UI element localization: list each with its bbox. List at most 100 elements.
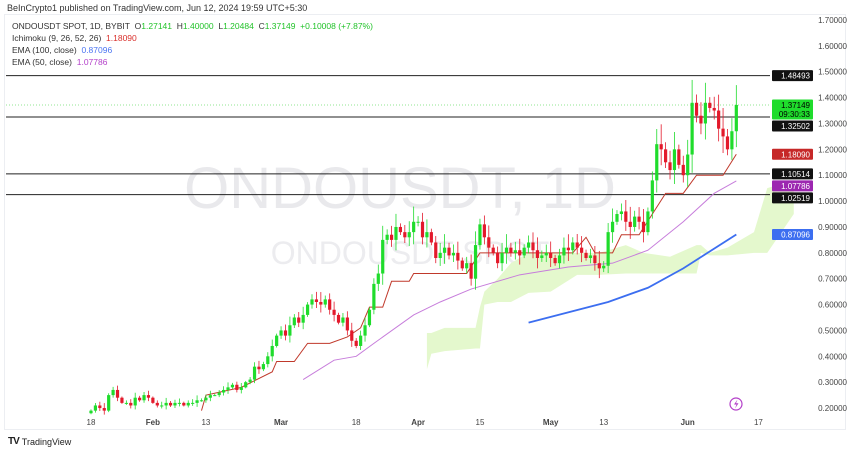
candle-body (615, 214, 619, 222)
candle (694, 94, 699, 123)
candle-body (717, 110, 721, 129)
brand-label: TradingView (21, 436, 72, 447)
candle (434, 236, 438, 264)
candle (182, 401, 186, 407)
price-label: 1.48493 (772, 70, 813, 82)
candle-body (283, 330, 288, 336)
candle-body (672, 149, 677, 171)
candle (177, 398, 181, 407)
candle (734, 85, 738, 148)
price-label-text: 0.87096 (781, 230, 810, 239)
candle (566, 234, 570, 261)
candle-body (487, 237, 491, 248)
candles (89, 79, 738, 415)
price-axis: 1.70000 1.60000 1.50000 1.40000 1.30000 1.200… (818, 16, 847, 413)
candle (451, 244, 456, 263)
legend-ema100[interactable]: EMA (100, close) 0.87096 (12, 45, 113, 55)
candle-body (155, 402, 159, 406)
candle-body (217, 392, 221, 396)
candle-body (482, 224, 486, 238)
candle-body (641, 221, 646, 233)
candle-body (412, 221, 416, 233)
candle (120, 396, 124, 404)
y-tick-label: 0.80000 (818, 249, 847, 258)
candle (597, 250, 601, 279)
candle-body (416, 221, 420, 223)
candle-body (160, 405, 164, 407)
candle-body (244, 382, 248, 388)
candle-body (721, 128, 725, 137)
candle-body (336, 314, 341, 323)
candle-body (465, 263, 469, 269)
candle-body (624, 211, 628, 222)
ema100-line (528, 233, 737, 324)
candle-body (425, 232, 429, 238)
candle-body (518, 250, 522, 256)
candle (239, 383, 243, 394)
candle (637, 207, 641, 230)
candle-body (469, 263, 473, 279)
candle-body (460, 260, 464, 269)
high-value: 1.40000 (182, 21, 214, 31)
candle-body (403, 232, 407, 238)
candle (730, 118, 734, 160)
watermark-main: ONDOUSDT, 1D (184, 156, 616, 221)
candle-body (694, 102, 699, 116)
countdown-text: 09:30:33 (779, 110, 811, 119)
candle (252, 362, 257, 384)
price-label: 1.32502 (772, 120, 813, 132)
candle-body (553, 258, 557, 264)
legend-ichimoku[interactable]: Ichimoku (9, 26, 52, 26) 1.18090 (12, 33, 137, 43)
candle (703, 82, 707, 140)
candle-body (376, 273, 380, 284)
candle-body (451, 252, 456, 256)
candle (195, 395, 199, 407)
candle-body (580, 247, 584, 253)
candle-body (398, 226, 402, 233)
candle (447, 242, 451, 260)
candle (420, 212, 425, 245)
candle-body (429, 232, 433, 243)
candle (328, 293, 332, 315)
price-label: 1.18090 (772, 148, 813, 160)
legend-ema50[interactable]: EMA (50, close) 1.07786 (12, 57, 108, 67)
candle (668, 150, 672, 180)
candle-body (571, 242, 575, 251)
candle (412, 206, 416, 245)
candle-body (310, 299, 314, 305)
candle-body (655, 144, 659, 181)
candle-body (182, 402, 186, 406)
candle-body (557, 255, 562, 264)
price-label-text: 1.37149 (781, 101, 810, 110)
candle (235, 381, 239, 393)
price-label: 1.07786 (772, 180, 813, 192)
price-label-bg (772, 180, 813, 192)
price-label: 0.87096 (772, 228, 813, 240)
candle (544, 244, 548, 263)
candle-body (332, 309, 336, 315)
y-tick-label: 1.60000 (818, 42, 847, 51)
candle (540, 250, 544, 262)
candle (624, 200, 628, 231)
candle-body (177, 402, 181, 404)
lightning-icon[interactable] (729, 397, 743, 411)
y-tick-label: 0.60000 (818, 301, 847, 310)
price-label-text: 1.18090 (781, 150, 810, 159)
candle-body (389, 234, 394, 240)
candle (460, 257, 464, 271)
candle (261, 361, 265, 372)
candle (487, 225, 491, 258)
candle (323, 295, 327, 308)
candle-body (593, 255, 597, 264)
candle-body (199, 400, 204, 402)
tradingview-footer[interactable]: TV TradingView (8, 436, 71, 447)
y-tick-label: 1.30000 (818, 119, 847, 128)
price-label-bg (772, 148, 813, 160)
candle (443, 234, 447, 264)
candle (341, 312, 345, 327)
candle-body (323, 299, 327, 305)
price-label-bg (772, 70, 813, 82)
x-tick-label: Feb (146, 418, 160, 427)
candle (173, 399, 177, 408)
